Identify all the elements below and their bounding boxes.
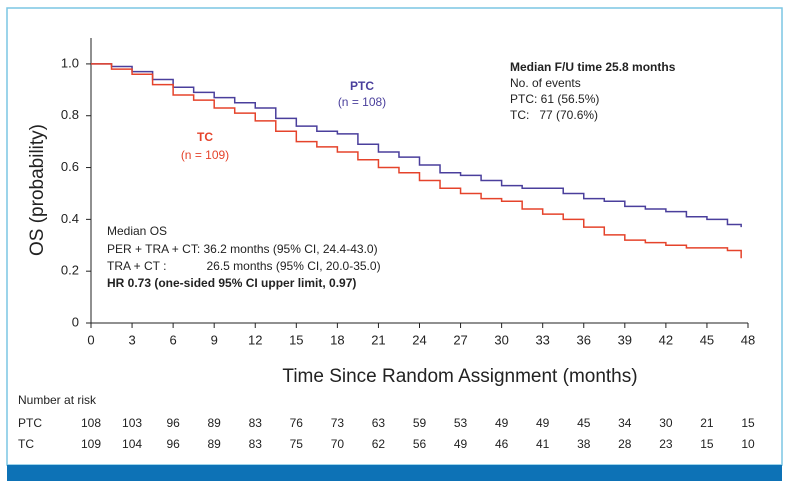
x-tick-label: 6 — [170, 332, 177, 347]
x-tick-label: 3 — [128, 332, 135, 347]
risk-count: 109 — [81, 437, 101, 451]
y-tick-label: 0.4 — [61, 211, 79, 226]
annotation: TRA + CT : 26.5 months (95% CI, 20.0-35.… — [107, 259, 381, 273]
series-label: PTC — [350, 79, 374, 93]
risk-row-name: TC — [18, 437, 34, 451]
risk-count: 46 — [495, 437, 509, 451]
x-tick-label: 0 — [87, 332, 94, 347]
x-tick-label: 42 — [659, 332, 673, 347]
risk-count: 34 — [618, 416, 632, 430]
risk-count: 108 — [81, 416, 101, 430]
risk-count: 28 — [618, 437, 632, 451]
x-tick-label: 39 — [618, 332, 632, 347]
series-label: TC — [197, 130, 213, 144]
risk-count: 49 — [495, 416, 509, 430]
x-tick-label: 36 — [577, 332, 591, 347]
x-tick-label: 12 — [248, 332, 262, 347]
risk-count: 103 — [122, 416, 142, 430]
km-curve — [91, 63, 742, 228]
risk-title: Number at risk — [18, 393, 97, 407]
x-tick-label: 45 — [700, 332, 714, 347]
x-tick-label: 15 — [289, 332, 303, 347]
risk-count: 75 — [290, 437, 304, 451]
risk-count: 76 — [290, 416, 304, 430]
risk-count: 104 — [122, 437, 142, 451]
km-curve — [91, 63, 742, 259]
x-axis-label: Time Since Random Assignment (months) — [282, 366, 637, 387]
risk-count: 21 — [700, 416, 714, 430]
risk-count: 89 — [208, 437, 222, 451]
risk-count: 45 — [577, 416, 591, 430]
risk-count: 56 — [413, 437, 427, 451]
y-tick-label: 0 — [72, 314, 79, 329]
risk-count: 23 — [659, 437, 673, 451]
risk-count: 96 — [166, 416, 180, 430]
annotation: TC: 77 (70.6%) — [510, 108, 598, 122]
annotation: PTC: 61 (56.5%) — [510, 92, 599, 106]
risk-count: 30 — [659, 416, 673, 430]
risk-count: 63 — [372, 416, 386, 430]
x-tick-label: 24 — [412, 332, 426, 347]
x-tick-label: 9 — [211, 332, 218, 347]
risk-count: 49 — [454, 437, 468, 451]
risk-count: 49 — [536, 416, 550, 430]
risk-count: 62 — [372, 437, 386, 451]
risk-row-name: PTC — [18, 416, 42, 430]
series-n: (n = 109) — [181, 148, 229, 162]
x-tick-label: 48 — [741, 332, 755, 347]
x-tick-label: 18 — [330, 332, 344, 347]
risk-count: 41 — [536, 437, 550, 451]
y-tick-label: 0.8 — [61, 107, 79, 122]
y-tick-label: 0.6 — [61, 159, 79, 174]
risk-count: 89 — [208, 416, 222, 430]
annotation: PER + TRA + CT: 36.2 months (95% CI, 24.… — [107, 242, 378, 256]
risk-count: 96 — [166, 437, 180, 451]
annotation: Median F/U time 25.8 months — [510, 60, 676, 74]
x-tick-label: 33 — [535, 332, 549, 347]
x-tick-label: 21 — [371, 332, 385, 347]
risk-count: 10 — [741, 437, 755, 451]
risk-count: 53 — [454, 416, 468, 430]
risk-count: 73 — [331, 416, 345, 430]
risk-count: 83 — [249, 437, 263, 451]
annotation: HR 0.73 (one-sided 95% CI upper limit, 0… — [107, 276, 356, 290]
risk-count: 15 — [700, 437, 714, 451]
annotation: No. of events — [510, 76, 581, 90]
x-tick-label: 27 — [453, 332, 467, 347]
risk-count: 59 — [413, 416, 427, 430]
risk-count: 38 — [577, 437, 591, 451]
y-tick-label: 1.0 — [61, 55, 79, 70]
risk-count: 83 — [249, 416, 263, 430]
footer-bar — [7, 465, 782, 481]
x-tick-label: 30 — [494, 332, 508, 347]
y-axis-label: OS (probability) — [27, 124, 48, 256]
series-n: (n = 108) — [338, 95, 386, 109]
risk-count: 15 — [741, 416, 755, 430]
y-tick-label: 0.2 — [61, 263, 79, 278]
annotation: Median OS — [107, 224, 167, 238]
risk-count: 70 — [331, 437, 345, 451]
